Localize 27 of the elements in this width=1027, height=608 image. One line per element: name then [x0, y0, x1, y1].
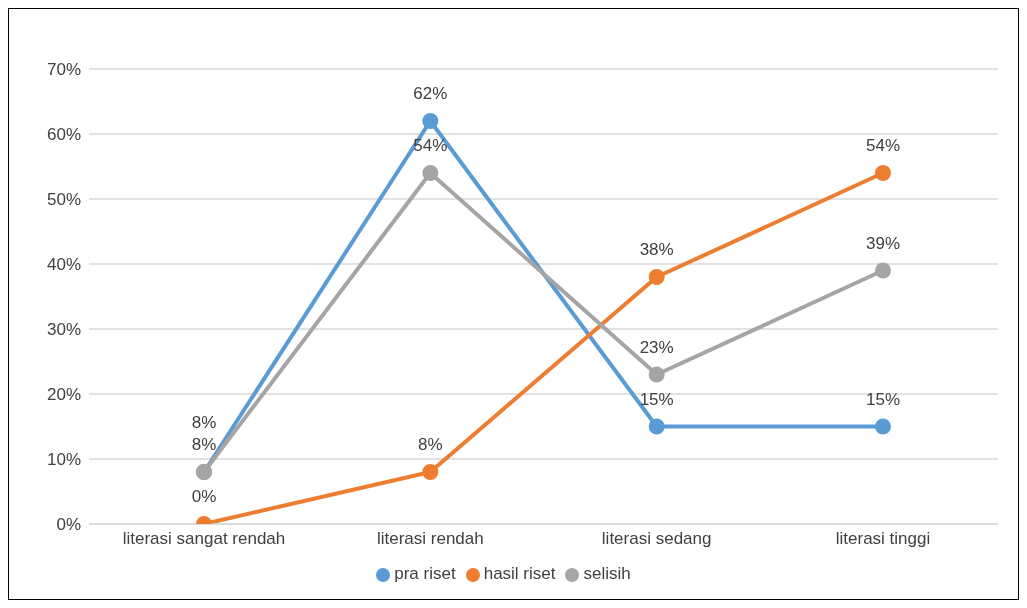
- data-label: 8%: [191, 435, 217, 454]
- y-tick-label: 60%: [46, 125, 81, 145]
- y-tick-label: 30%: [46, 320, 81, 340]
- x-tick-label: literasi tinggi: [835, 529, 931, 549]
- data-label: 62%: [413, 84, 448, 103]
- y-tick-label: 20%: [46, 385, 81, 405]
- data-label: 15%: [639, 389, 674, 409]
- data-label: 54%: [413, 136, 448, 155]
- y-tick-label: 70%: [46, 60, 81, 80]
- y-tick-label: 40%: [46, 255, 81, 275]
- y-tick-label: 10%: [46, 450, 81, 470]
- y-tick-label: 0%: [56, 515, 81, 535]
- legend-label: hasil riset: [483, 564, 556, 583]
- x-tick-label: literasi sangat rendah: [122, 529, 286, 549]
- data-label: 39%: [865, 233, 901, 253]
- legend-label: pra riset: [394, 564, 456, 583]
- data-label: 0%: [191, 487, 217, 506]
- data-label: 8%: [418, 435, 443, 454]
- x-tick-label: literasi rendah: [376, 529, 484, 549]
- data-label: 23%: [639, 337, 674, 357]
- y-tick-label: 50%: [46, 190, 81, 210]
- x-tick-label: literasi sedang: [601, 529, 712, 549]
- data-label: 8%: [191, 413, 217, 432]
- legend-label: selisih: [583, 564, 631, 583]
- data-label: 54%: [865, 136, 901, 155]
- data-label: 15%: [865, 389, 901, 409]
- data-label: 38%: [639, 240, 674, 259]
